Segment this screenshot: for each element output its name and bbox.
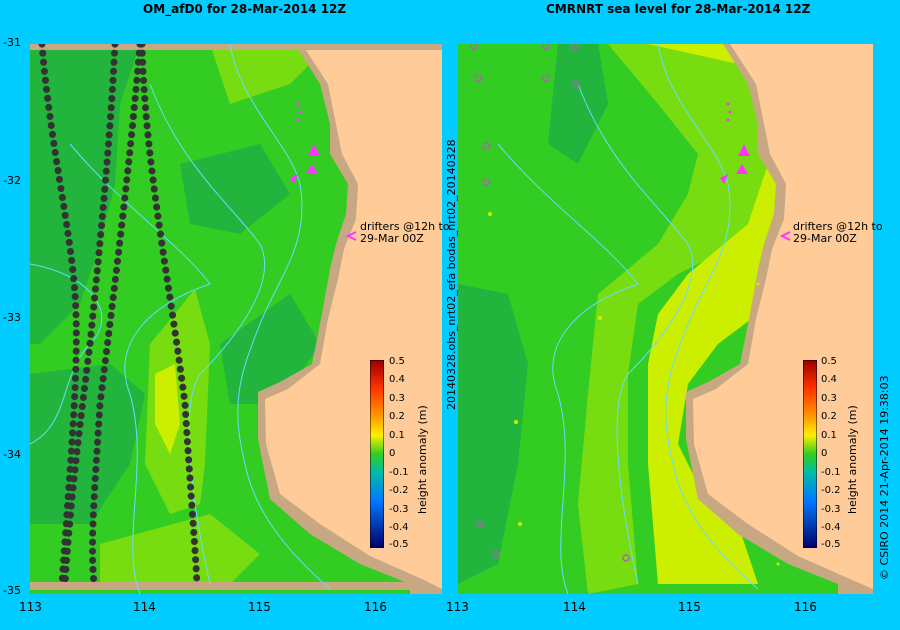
colorbar-tick: -0.4: [389, 522, 409, 533]
anomaly-region: [548, 44, 608, 164]
colorbar-tick: -0.5: [389, 539, 409, 550]
x-tick-label: 116: [364, 600, 387, 614]
colorbar-tick: -0.3: [389, 504, 409, 515]
isobath: [229, 44, 331, 590]
colorbar-tick: 0.2: [389, 411, 405, 422]
anomaly-region: [210, 44, 330, 104]
isobath: [577, 83, 694, 585]
isobath: [497, 143, 639, 594]
isobath: [69, 143, 211, 594]
colorbar-tick: 0.4: [389, 374, 405, 385]
x-tick-label: 115: [248, 600, 271, 614]
colorbar-tick: 0.1: [821, 430, 837, 441]
colorbar-tick: 0.3: [389, 393, 405, 404]
colorbar-tick: 0.5: [389, 356, 405, 367]
anomaly-region: [180, 144, 290, 234]
landmass: [693, 44, 873, 589]
anomaly-region: [100, 514, 260, 584]
annotation-line: 29-Mar 00Z: [360, 232, 424, 245]
left-map-title: OM_afD0 for 28-Mar-2014 12Z: [143, 2, 347, 16]
annotation-line: drifters @12h to: [360, 220, 450, 233]
annotation-arrow: [345, 231, 357, 241]
y-tick-label: -35: [3, 584, 21, 597]
observation-markers: [470, 44, 630, 562]
colorbar-label: height anomaly (m): [846, 405, 859, 514]
anomaly-region: [578, 44, 788, 594]
landmass: [30, 44, 442, 50]
anomaly-region: [30, 364, 145, 524]
colorbar-label: height anomaly (m): [416, 405, 429, 514]
annotation-line: drifters @12h to: [793, 220, 883, 233]
annotation-arrow: [779, 231, 791, 241]
right-colorbar: [803, 360, 817, 548]
colorbar-tick: 0.4: [821, 374, 837, 385]
isobath: [657, 44, 759, 590]
colorbar-tick: -0.5: [821, 539, 841, 550]
left-colorbar: [370, 360, 384, 548]
drifter-arrows: [290, 102, 320, 184]
drifter-track: [89, 44, 144, 588]
colorbar-tick: -0.1: [389, 467, 409, 478]
x-tick-label: 114: [563, 600, 586, 614]
left-annotation: drifters @12h to 29-Mar 00Z: [360, 221, 450, 245]
y-tick-label: -34: [3, 448, 21, 461]
annotation-line: 29-Mar 00Z: [793, 232, 857, 245]
observation-dots: [488, 212, 780, 566]
colorbar-tick: 0: [821, 448, 828, 459]
side-label: 20140328.obs_nrt02_efa bodas_nrt02_20140…: [445, 139, 458, 410]
y-tick-label: -32: [3, 174, 21, 187]
credit-text: © CSIRO 2014 21-Apr-2014 19:38:03: [878, 375, 891, 580]
colorbar-tick: -0.1: [821, 467, 841, 478]
x-tick-label: 115: [678, 600, 701, 614]
anomaly-region: [155, 364, 180, 454]
colorbar-tick: 0.3: [821, 393, 837, 404]
anomaly-region: [648, 44, 788, 584]
x-tick-label: 113: [19, 600, 42, 614]
drifter-track-group: [38, 44, 201, 588]
y-tick-label: -33: [3, 311, 21, 324]
right-map-title: CMRNRT sea level for 28-Mar-2014 12Z: [546, 2, 811, 16]
drifter-track: [61, 44, 119, 588]
x-tick-label: 113: [446, 600, 469, 614]
colorbar-tick: -0.4: [821, 522, 841, 533]
y-tick-label: -31: [3, 36, 21, 49]
drifter-arrows: [720, 102, 750, 184]
colorbar-tick: 0.1: [389, 430, 405, 441]
colorbar-tick: 0.2: [821, 411, 837, 422]
drifter-track: [38, 44, 80, 588]
anomaly-region: [458, 284, 528, 584]
x-tick-label: 114: [133, 600, 156, 614]
colorbar-tick: 0.5: [821, 356, 837, 367]
colorbar-tick: -0.2: [821, 485, 841, 496]
colorbar-tick: -0.2: [389, 485, 409, 496]
colorbar-tick: 0: [389, 448, 396, 459]
landmass: [30, 582, 410, 590]
x-tick-label: 116: [794, 600, 817, 614]
right-annotation: drifters @12h to 29-Mar 00Z: [793, 221, 883, 245]
colorbar-tick: -0.3: [821, 504, 841, 515]
drifter-track: [138, 44, 201, 588]
landmass: [265, 44, 442, 589]
